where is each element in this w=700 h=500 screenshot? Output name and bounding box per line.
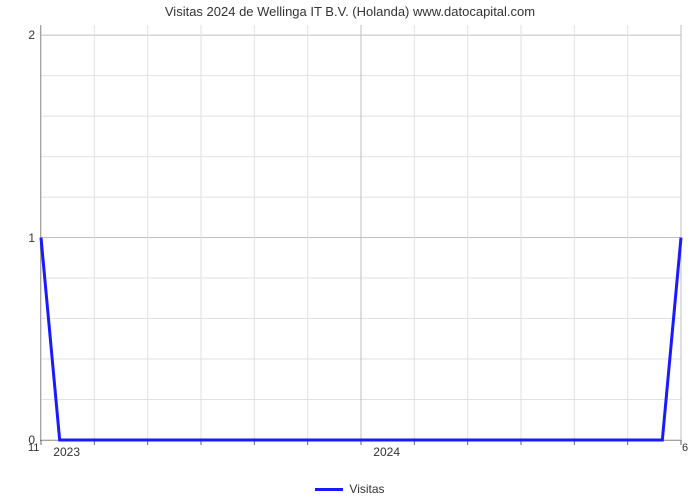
chart-title: Visitas 2024 de Wellinga IT B.V. (Holand… [0, 4, 700, 19]
plot-area [40, 25, 681, 441]
y-tick-label: 0 [5, 433, 35, 447]
legend: Visitas [0, 482, 700, 496]
x-tick-label: 2024 [373, 445, 400, 459]
y-tick-label: 2 [5, 28, 35, 42]
chart-svg [41, 25, 681, 440]
legend-swatch [315, 488, 343, 491]
y-tick-label: 1 [5, 231, 35, 245]
x-tick-label: 2023 [53, 445, 80, 459]
legend-label: Visitas [349, 482, 384, 496]
corner-right-label: 6 [682, 442, 688, 454]
